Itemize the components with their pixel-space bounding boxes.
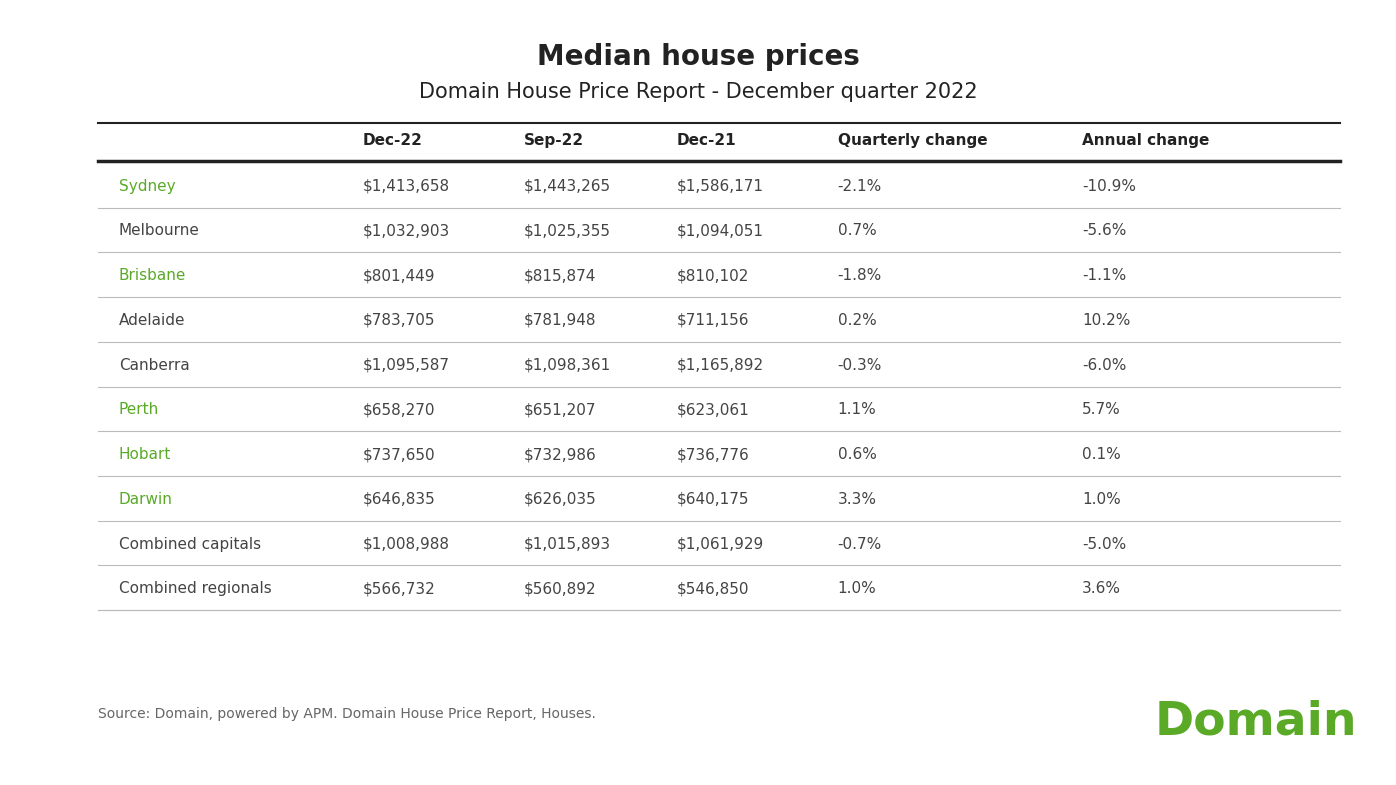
Text: 0.6%: 0.6% [838, 447, 877, 462]
Text: -2.1%: -2.1% [838, 178, 882, 194]
Text: Melbourne: Melbourne [119, 223, 200, 239]
Text: $1,443,265: $1,443,265 [524, 178, 610, 194]
Text: Perth: Perth [119, 402, 159, 418]
Text: $560,892: $560,892 [524, 581, 596, 597]
Text: $640,175: $640,175 [677, 491, 750, 507]
Text: $1,586,171: $1,586,171 [677, 178, 764, 194]
Text: $626,035: $626,035 [524, 491, 596, 507]
Text: $815,874: $815,874 [524, 268, 596, 283]
Text: $1,095,587: $1,095,587 [363, 357, 450, 373]
Text: $732,986: $732,986 [524, 447, 596, 462]
Text: Canberra: Canberra [119, 357, 190, 373]
Text: Median house prices: Median house prices [536, 43, 860, 71]
Text: 0.7%: 0.7% [838, 223, 877, 239]
Text: -0.3%: -0.3% [838, 357, 882, 373]
Text: $783,705: $783,705 [363, 312, 436, 328]
Text: 1.1%: 1.1% [838, 402, 877, 418]
Text: -5.6%: -5.6% [1082, 223, 1127, 239]
Text: Brisbane: Brisbane [119, 268, 186, 283]
Text: 0.1%: 0.1% [1082, 447, 1121, 462]
Text: -0.7%: -0.7% [838, 536, 882, 552]
Text: Quarterly change: Quarterly change [838, 133, 987, 148]
Text: Dec-21: Dec-21 [677, 133, 737, 148]
Text: $658,270: $658,270 [363, 402, 436, 418]
Text: $651,207: $651,207 [524, 402, 596, 418]
Text: $1,025,355: $1,025,355 [524, 223, 610, 239]
Text: $1,094,051: $1,094,051 [677, 223, 764, 239]
Text: $736,776: $736,776 [677, 447, 750, 462]
Text: -1.1%: -1.1% [1082, 268, 1127, 283]
Text: $1,165,892: $1,165,892 [677, 357, 764, 373]
Text: $1,032,903: $1,032,903 [363, 223, 450, 239]
Text: $1,098,361: $1,098,361 [524, 357, 611, 373]
Text: -5.0%: -5.0% [1082, 536, 1127, 552]
Text: $646,835: $646,835 [363, 491, 436, 507]
Text: $781,948: $781,948 [524, 312, 596, 328]
Text: Domain: Domain [1154, 699, 1358, 745]
Text: Sydney: Sydney [119, 178, 176, 194]
Text: $810,102: $810,102 [677, 268, 750, 283]
Text: $737,650: $737,650 [363, 447, 436, 462]
Text: 0.2%: 0.2% [838, 312, 877, 328]
Text: $623,061: $623,061 [677, 402, 750, 418]
Text: Hobart: Hobart [119, 447, 172, 462]
Text: Annual change: Annual change [1082, 133, 1209, 148]
Text: 1.0%: 1.0% [1082, 491, 1121, 507]
Text: 5.7%: 5.7% [1082, 402, 1121, 418]
Text: -1.8%: -1.8% [838, 268, 882, 283]
Text: $1,008,988: $1,008,988 [363, 536, 450, 552]
Text: $801,449: $801,449 [363, 268, 436, 283]
Text: Adelaide: Adelaide [119, 312, 186, 328]
Text: Darwin: Darwin [119, 491, 173, 507]
Text: Sep-22: Sep-22 [524, 133, 584, 148]
Text: 3.3%: 3.3% [838, 491, 877, 507]
Text: Combined capitals: Combined capitals [119, 536, 261, 552]
Text: $546,850: $546,850 [677, 581, 750, 597]
Text: Domain House Price Report - December quarter 2022: Domain House Price Report - December qua… [419, 82, 977, 102]
Text: 1.0%: 1.0% [838, 581, 877, 597]
Text: $1,061,929: $1,061,929 [677, 536, 765, 552]
Text: Source: Domain, powered by APM. Domain House Price Report, Houses.: Source: Domain, powered by APM. Domain H… [98, 707, 596, 721]
Text: 10.2%: 10.2% [1082, 312, 1131, 328]
Text: 3.6%: 3.6% [1082, 581, 1121, 597]
Text: $1,413,658: $1,413,658 [363, 178, 450, 194]
Text: $1,015,893: $1,015,893 [524, 536, 610, 552]
Text: -6.0%: -6.0% [1082, 357, 1127, 373]
Text: Combined regionals: Combined regionals [119, 581, 271, 597]
Text: $711,156: $711,156 [677, 312, 750, 328]
Text: Dec-22: Dec-22 [363, 133, 423, 148]
Text: -10.9%: -10.9% [1082, 178, 1136, 194]
Text: $566,732: $566,732 [363, 581, 436, 597]
